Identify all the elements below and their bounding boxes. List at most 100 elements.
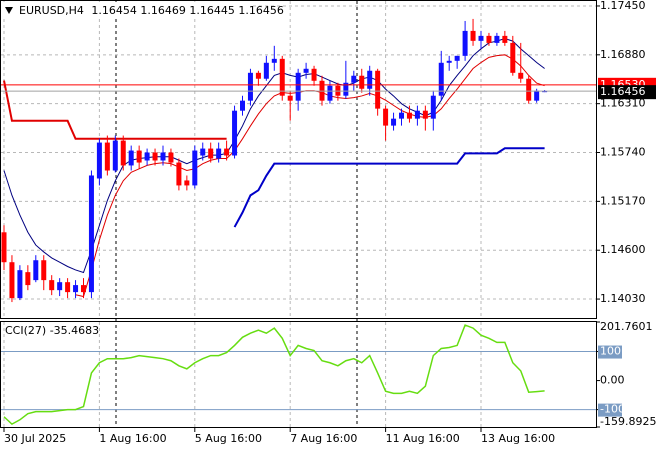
y-tick-label: -159.8925 bbox=[600, 415, 656, 428]
cci-panel bbox=[0, 321, 597, 428]
candle-body bbox=[454, 55, 460, 61]
y-tick-label: -100 bbox=[600, 403, 625, 416]
candle-body bbox=[486, 35, 492, 43]
candle-body bbox=[470, 30, 476, 41]
candle-body bbox=[526, 78, 532, 101]
y-tick-label: 1.16310 bbox=[600, 97, 646, 110]
symbol: EURUSD,H4 bbox=[19, 4, 84, 17]
candle-body bbox=[88, 175, 94, 293]
candle-body bbox=[184, 180, 190, 186]
candle-body bbox=[9, 262, 15, 299]
y-tick-label: 201.7601 bbox=[600, 320, 653, 333]
candle-body bbox=[168, 152, 174, 163]
candle-body bbox=[391, 118, 397, 126]
candle-body bbox=[1, 232, 7, 263]
candle-body bbox=[263, 62, 269, 79]
candle-body bbox=[176, 162, 182, 186]
cci-name: CCI(27) bbox=[5, 324, 46, 337]
y-tick-label: 100 bbox=[600, 345, 621, 358]
indicator-line bbox=[233, 147, 545, 228]
candle-body bbox=[232, 110, 238, 156]
cci-header: CCI(27) -35.4683 bbox=[5, 324, 99, 337]
last-close: 1.16456 bbox=[238, 4, 284, 17]
y-tick-label: 1.14600 bbox=[600, 243, 646, 256]
collapse-icon bbox=[5, 7, 13, 14]
y-tick-label: 0.00 bbox=[600, 374, 625, 387]
y-tick-label: 1.14030 bbox=[600, 292, 646, 305]
candle-body bbox=[399, 112, 404, 119]
candle-body bbox=[81, 285, 86, 293]
candle-body bbox=[208, 148, 214, 159]
last-open: 1.16454 bbox=[91, 4, 137, 17]
price-label-bg bbox=[598, 85, 656, 100]
candle-body bbox=[73, 285, 79, 293]
candle-body bbox=[478, 35, 484, 41]
candle-body bbox=[41, 260, 47, 281]
candle-body bbox=[49, 280, 55, 291]
candle-body bbox=[96, 142, 102, 179]
candle-body bbox=[247, 72, 253, 101]
cci-last: -35.4683 bbox=[50, 324, 99, 337]
cci-line bbox=[3, 324, 545, 426]
candle-body bbox=[359, 75, 365, 89]
candle-body bbox=[120, 140, 126, 166]
candle-body bbox=[152, 152, 158, 161]
candle-body bbox=[104, 142, 110, 171]
level-label-bg bbox=[598, 345, 622, 359]
candle-body bbox=[255, 72, 261, 79]
header: EURUSD,H4 1.16454 1.16469 1.16445 1.1645… bbox=[19, 4, 284, 17]
x-tick-label: 7 Aug 16:00 bbox=[290, 432, 357, 445]
candle-body bbox=[414, 110, 420, 119]
candle-body bbox=[216, 148, 222, 159]
candle-body bbox=[17, 270, 23, 299]
candle-body bbox=[295, 72, 301, 101]
candle-body bbox=[430, 95, 436, 119]
candle-body bbox=[351, 75, 357, 83]
candle-body bbox=[510, 42, 516, 73]
candle-body bbox=[192, 150, 198, 186]
level-label-bg bbox=[598, 403, 622, 417]
price-label: 1.16456 bbox=[600, 85, 646, 98]
x-tick-label: 30 Jul 2025 bbox=[4, 432, 66, 445]
candle-body bbox=[128, 150, 134, 166]
candle-body bbox=[65, 282, 71, 293]
candle-body bbox=[271, 58, 277, 63]
candle-body bbox=[144, 152, 150, 161]
candle-body bbox=[160, 152, 166, 161]
x-tick-label: 13 Aug 16:00 bbox=[481, 432, 555, 445]
candle-body bbox=[367, 70, 373, 89]
indicator-line bbox=[3, 38, 545, 274]
candle-body bbox=[112, 140, 118, 171]
y-tick-label: 1.17450 bbox=[600, 0, 646, 12]
x-tick-label: 11 Aug 16:00 bbox=[386, 432, 460, 445]
candle-body bbox=[438, 62, 444, 96]
candle-body bbox=[494, 35, 500, 43]
y-tick-label: 1.16880 bbox=[600, 48, 646, 61]
candle-body bbox=[502, 35, 508, 43]
candle-body bbox=[327, 85, 333, 101]
last-high: 1.16469 bbox=[140, 4, 186, 17]
candle-body bbox=[375, 70, 381, 109]
candle-body bbox=[422, 110, 428, 119]
candle-body bbox=[343, 82, 349, 96]
x-tick-label: 1 Aug 16:00 bbox=[99, 432, 166, 445]
candle-body bbox=[200, 148, 206, 156]
candle-body bbox=[406, 112, 412, 119]
candle-body bbox=[383, 108, 389, 126]
candle-body bbox=[224, 148, 230, 156]
candle-body bbox=[303, 68, 309, 73]
y-tick-label: 1.15170 bbox=[600, 194, 646, 207]
candle-body bbox=[446, 60, 452, 63]
candle-body bbox=[136, 150, 142, 163]
candle-body bbox=[279, 58, 285, 96]
candle-body bbox=[287, 95, 293, 101]
candle-body bbox=[518, 72, 524, 79]
candle-body bbox=[57, 282, 63, 291]
y-tick-label: 1.15740 bbox=[600, 146, 646, 159]
candle-body bbox=[240, 100, 245, 111]
candle-body bbox=[462, 30, 468, 56]
header-bg bbox=[1, 2, 251, 19]
candle-body bbox=[25, 272, 31, 286]
